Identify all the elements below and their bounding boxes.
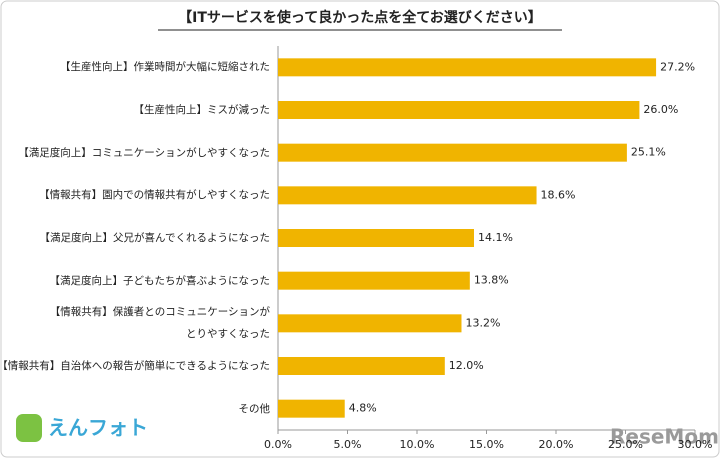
bar: [278, 186, 537, 205]
y-tick-label: 【情報共有】保護者とのコミュニケーションが とりやすくなった: [49, 306, 270, 341]
value-label: 27.2%: [660, 60, 695, 73]
bar: [278, 58, 657, 77]
bar: [278, 271, 470, 290]
bar: [278, 143, 627, 162]
logo-icon: [16, 414, 42, 442]
y-tick-label: 【情報共有】園内での情報共有がしやすくなった: [39, 189, 270, 202]
bar: [278, 229, 474, 247]
x-tick-label: 5.0%: [334, 438, 362, 451]
logo-enphoto: えんフォト: [48, 416, 148, 440]
x-tick-label: 0.0%: [264, 438, 292, 451]
value-label: 26.0%: [643, 103, 678, 116]
value-label: 25.1%: [631, 146, 666, 159]
value-label: 13.2%: [465, 316, 500, 329]
y-tick-label: 【満足度向上】父兄が喜んでくれるようになった: [39, 232, 270, 244]
bar: [278, 357, 445, 375]
bar: [278, 101, 640, 119]
x-tick-label: 20.0%: [539, 438, 574, 451]
y-tick-label: その他: [238, 402, 271, 415]
x-tick-label: 30.0%: [678, 438, 713, 451]
x-tick-label: 25.0%: [608, 438, 643, 451]
y-tick-label: 【生産性向上】ミスが減った: [133, 104, 271, 116]
value-label: 14.1%: [478, 231, 513, 244]
y-tick-label: 【情報共有】自治体への報告が簡単にできるようになった: [0, 360, 270, 372]
y-tick-label: 【満足度向上】コミュニケーションがしやすくなった: [18, 146, 270, 159]
y-tick-label: 【生産性向上】作業時間が大幅に短縮された: [60, 61, 270, 74]
y-tick-label: 【満足度向上】子どもたちが喜ぶようになった: [49, 274, 271, 287]
value-label: 13.8%: [474, 274, 509, 287]
logo-resemom: ReseMom: [610, 425, 719, 449]
value-label: 4.8%: [349, 402, 377, 415]
value-label: 12.0%: [449, 359, 484, 372]
x-tick-label: 15.0%: [469, 438, 504, 451]
bar: [278, 314, 462, 333]
x-tick-label: 10.0%: [400, 438, 435, 451]
bar: [278, 399, 345, 418]
value-label: 18.6%: [541, 188, 576, 201]
chart-title: 【ITサービスを使って良かった点を全てお選びください】: [178, 9, 542, 26]
